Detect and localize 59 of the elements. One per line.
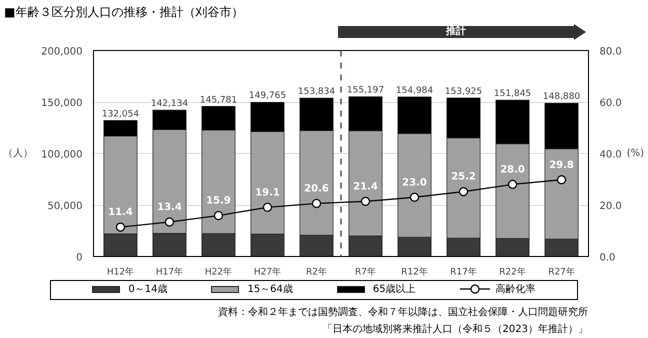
data-label: 21.4	[353, 181, 378, 192]
point	[116, 222, 126, 232]
chart-title: ■年齢３区分別人口の推移・推計（刈谷市）	[4, 4, 244, 21]
total-label: 132,054	[102, 109, 140, 120]
x-tick-label: H27年	[254, 266, 282, 278]
data-label: 29.8	[549, 160, 574, 171]
y2-tick-label: 40.0	[600, 150, 622, 160]
data-label: 23.0	[402, 177, 427, 188]
total-label: 154,984	[396, 86, 434, 96]
x-tick-label: R22年	[499, 266, 526, 278]
x-tick-label: H12年	[106, 266, 134, 278]
x-tick-label: R17年	[450, 266, 477, 278]
y2-tick-label: 80.0	[600, 46, 622, 58]
data-label: 13.4	[157, 202, 182, 213]
point	[360, 196, 370, 206]
y-tick-label: 0	[76, 252, 83, 264]
y-tick-label: 50,000	[48, 201, 83, 212]
data-label: 15.9	[206, 196, 231, 207]
x-tick-label: R7年	[355, 266, 376, 278]
point	[556, 175, 566, 184]
total-label: 151,845	[494, 89, 532, 100]
total-label: 145,781	[200, 95, 238, 106]
point	[214, 210, 224, 220]
data-label: 19.1	[255, 187, 280, 198]
data-label: 11.4	[108, 207, 133, 218]
total-label: 153,925	[444, 86, 482, 97]
point	[312, 198, 322, 208]
point	[458, 187, 468, 196]
x-tick-label: H22年	[204, 266, 232, 278]
legend-label: 高齢化率	[494, 284, 536, 295]
total-label: 155,197	[346, 86, 384, 96]
x-tick-label: H17年	[156, 266, 184, 278]
y2-tick-label: 20.0	[600, 201, 622, 212]
total-label: 148,880	[542, 92, 580, 102]
data-label: 20.6	[304, 183, 329, 194]
y-tick-label: 200,000	[41, 46, 83, 58]
text: 資料：令和２年までは国勢調査、令和７年以降は、国立社会保障・人口問題研究所	[217, 306, 588, 320]
data-label: 28.0	[500, 164, 525, 176]
y-axis-title: （人）	[3, 148, 34, 159]
total-label: 149,765	[248, 91, 286, 102]
point	[508, 180, 518, 189]
data-label: 25.2	[451, 172, 476, 183]
legend-label: 0～14歳	[127, 284, 168, 295]
y2-tick-label: 0.0	[600, 252, 616, 264]
legend-label: 15～64歳	[246, 284, 293, 295]
point	[164, 217, 174, 227]
point	[410, 192, 420, 202]
y-tick-label: 100,000	[41, 150, 83, 160]
text: 「日本の地域別将来推計人口（令和５（2023）年推計）」	[322, 322, 588, 337]
legend-label: 65歳以上	[372, 284, 416, 295]
total-label: 142,134	[150, 99, 188, 110]
point	[262, 202, 272, 212]
x-tick-label: R2年	[306, 266, 327, 278]
y2-tick-label: 60.0	[600, 98, 622, 109]
y2-axis-title: (%)	[626, 148, 644, 159]
y-tick-label: 150,000	[41, 98, 83, 109]
x-tick-label: R27年	[548, 266, 575, 278]
total-label: 153,834	[298, 87, 336, 98]
x-tick-label: R12年	[401, 266, 428, 278]
